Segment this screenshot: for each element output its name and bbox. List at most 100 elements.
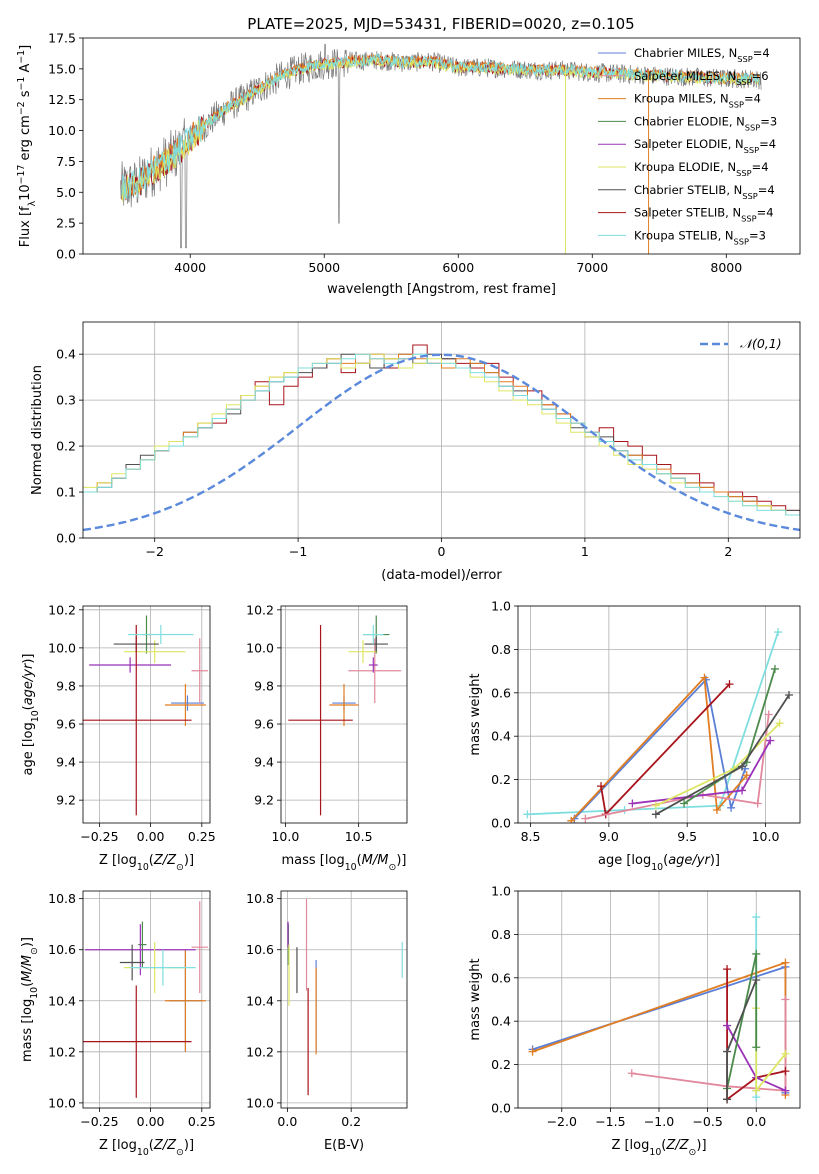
spectrum-ytick-label: 10.0 <box>48 123 76 138</box>
mass_vs_ebv-ytick-label: 10.6 <box>246 942 274 957</box>
mass_vs_Z-points <box>83 901 208 1098</box>
weight_vs_Z-axes: −2.0 −1.5 −1.0 −0.5 0.0 0.0 0.2 0.4 0.6 0.8 1.0 <box>491 884 800 1129</box>
weight-line-chabrier_miles <box>573 677 747 820</box>
age_vs_Z-ytick-label: 9.4 <box>56 755 76 770</box>
age_vs_mass-xtick-label: 10.5 <box>345 829 373 844</box>
age_vs_Z-points <box>83 615 208 816</box>
weight-line-salpeter_miles <box>585 714 770 820</box>
spectrum-xtick-label: 5000 <box>308 260 340 275</box>
mass_vs_ebv-frame <box>280 890 408 1109</box>
mass_vs_Z-ytick-label: 10.2 <box>48 1044 76 1059</box>
weight-marker-chabrier_stelib <box>723 1047 732 1056</box>
legend-label-salpeter_miles: Salpeter MILES, NSSP=6 <box>634 69 769 87</box>
legend-label-salpeter_elodie: Salpeter ELODIE, NSSP=4 <box>634 137 776 155</box>
weight_vs_Z-ytick-label: 0.2 <box>491 1057 511 1072</box>
weight-marker-chabrier_elodie <box>752 1043 761 1052</box>
residuals-xtick-label: 1 <box>581 544 589 559</box>
mass_vs_ebv-xtick-label: 0.2 <box>341 1114 361 1129</box>
age_vs_Z-axes: −0.25 0.00 0.25 9.2 9.4 9.6 9.8 10.0 10.2 <box>48 602 216 844</box>
age_vs_Z-xtick-label: 0.25 <box>188 829 216 844</box>
weight_vs_age-xtick-label: 9.5 <box>677 829 697 844</box>
weight-marker-chabrier_elodie <box>752 949 761 958</box>
spectrum-xlabel: wavelength [Angstrom, rest frame] <box>327 282 556 297</box>
age_vs_mass-ytick-label: 9.6 <box>254 717 274 732</box>
weight-marker-salpeter_stelib <box>725 680 734 689</box>
weight-marker-kroupa_stelib <box>774 628 783 637</box>
weight_vs_Z-frame <box>517 890 801 1109</box>
spectrum-ytick-label: 2.5 <box>56 216 76 231</box>
mass_vs_ebv-ytick-label: 10.8 <box>246 891 274 906</box>
weight_vs_Z-xlabel: Z [log10(Z/Z⊙)] <box>611 1138 706 1158</box>
weight-marker-kroupa_miles <box>567 816 576 823</box>
weight_vs_Z-xtick-label: 0.0 <box>746 1114 766 1129</box>
mass_vs_ebv-ytick-label: 10.0 <box>246 1095 274 1110</box>
legend-label-chabrier_stelib: Chabrier STELIB, NSSP=4 <box>634 183 775 201</box>
weight-marker-salpeter_elodie <box>723 1021 732 1030</box>
weight-marker-chabrier_miles <box>727 803 736 812</box>
age_vs_Z-ytick-label: 9.6 <box>56 717 76 732</box>
weight-marker-kroupa_stelib <box>523 810 532 819</box>
weight-marker-salpeter_stelib <box>723 965 732 974</box>
weight-marker-salpeter_miles <box>764 710 773 719</box>
spectrum-title: PLATE=2025, MJD=53431, FIBERID=0020, z=0… <box>247 15 634 33</box>
mass_vs_Z-grid <box>83 891 210 1108</box>
weight-line-salpeter_stelib <box>726 969 786 1102</box>
mass_vs_Z-ylabel: mass [log10(M/M⊙)] <box>20 937 40 1062</box>
residuals-ylabel: Normed distribution <box>30 365 45 495</box>
age_vs_mass-grid <box>281 606 407 823</box>
age_vs_mass-ytick-label: 9.4 <box>254 755 274 770</box>
legend-label-kroupa_stelib: Kroupa STELIB, NSSP=3 <box>634 228 766 246</box>
spectrum-ytick-label: 5.0 <box>56 185 76 200</box>
age_vs_Z-ytick-label: 10.0 <box>48 640 76 655</box>
weight-marker-kroupa_miles <box>700 673 709 682</box>
weight-marker-salpeter_miles <box>627 1069 636 1078</box>
mass_vs_Z-frame <box>82 890 211 1109</box>
age_vs_mass-ytick-label: 9.2 <box>254 793 274 808</box>
weight-marker-chabrier_stelib <box>785 690 794 699</box>
weight_vs_age-ytick-label: 0.0 <box>491 816 511 831</box>
weight-marker-chabrier_stelib <box>738 762 747 771</box>
mass_vs_Z-xlabel: Z [log10(Z/Z⊙)] <box>99 1138 194 1158</box>
age_vs_Z-grid <box>83 606 210 823</box>
spectrum-model-line-kroupa_elodie <box>121 55 760 202</box>
mass_vs_Z-xtick-label: 0.25 <box>188 1114 216 1129</box>
weight_vs_Z-xtick-label: −1.5 <box>595 1114 625 1129</box>
weight_vs_age-grid <box>518 605 800 824</box>
age_vs_Z-ytick-label: 9.2 <box>56 793 76 808</box>
mass_vs_Z-ytick-label: 10.6 <box>48 942 76 957</box>
weight-line-kroupa_elodie <box>755 1008 787 1094</box>
mass_vs_Z-axes: −0.25 0.00 0.25 10.0 10.2 10.4 10.6 10.8 <box>48 891 216 1129</box>
age_vs_Z-xtick-label: 0.00 <box>137 829 165 844</box>
weight-marker-kroupa_miles <box>781 958 790 967</box>
weight-marker-salpeter_elodie <box>766 736 775 745</box>
weight_vs_Z-ytick-label: 1.0 <box>491 884 511 899</box>
residuals-ytick-label: 0.2 <box>56 439 76 454</box>
residuals-xtick-label: 0 <box>438 544 446 559</box>
age_vs_mass-points <box>288 615 402 816</box>
mass_vs_Z-xtick-label: 0.00 <box>137 1114 165 1129</box>
legend-label-chabrier_miles: Chabrier MILES, NSSP=4 <box>634 46 770 64</box>
weight_vs_age-xtick-label: 9.0 <box>599 829 619 844</box>
weight-line-kroupa_miles <box>570 675 748 822</box>
weight_vs_Z-xtick-label: −1.0 <box>644 1114 674 1129</box>
weight_vs_Z-series <box>528 913 790 1104</box>
spectrum-ytick-label: 17.5 <box>48 31 76 46</box>
weight-marker-salpeter_elodie <box>738 786 747 795</box>
weight_vs_Z-ytick-label: 0.4 <box>491 1014 511 1029</box>
residuals-ytick-label: 0.3 <box>56 393 76 408</box>
weight-marker-salpeter_stelib <box>781 1067 790 1076</box>
weight-marker-kroupa_elodie <box>781 1049 790 1058</box>
weight-marker-salpeter_elodie <box>781 1086 790 1095</box>
weight_vs_Z-ytick-label: 0.6 <box>491 970 511 985</box>
weight-marker-chabrier_stelib <box>752 975 761 984</box>
weight-marker-salpeter_miles <box>781 995 790 1004</box>
age_vs_Z-ylabel: age [log10(age/yr)] <box>21 653 41 775</box>
spectrum-xtick-label: 4000 <box>174 260 206 275</box>
weight_vs_age-xtick-label: 10.0 <box>752 829 780 844</box>
weight_vs_Z-ylabel: mass weight <box>468 958 483 1040</box>
age_vs_Z-xtick-label: −0.25 <box>80 829 118 844</box>
weight-marker-kroupa_elodie <box>752 1086 761 1095</box>
spectrum-model-line-kroupa_stelib <box>121 53 760 200</box>
residuals-xlabel: (data-model)/error <box>381 568 502 583</box>
mass_vs_Z-ytick-label: 10.8 <box>48 891 76 906</box>
